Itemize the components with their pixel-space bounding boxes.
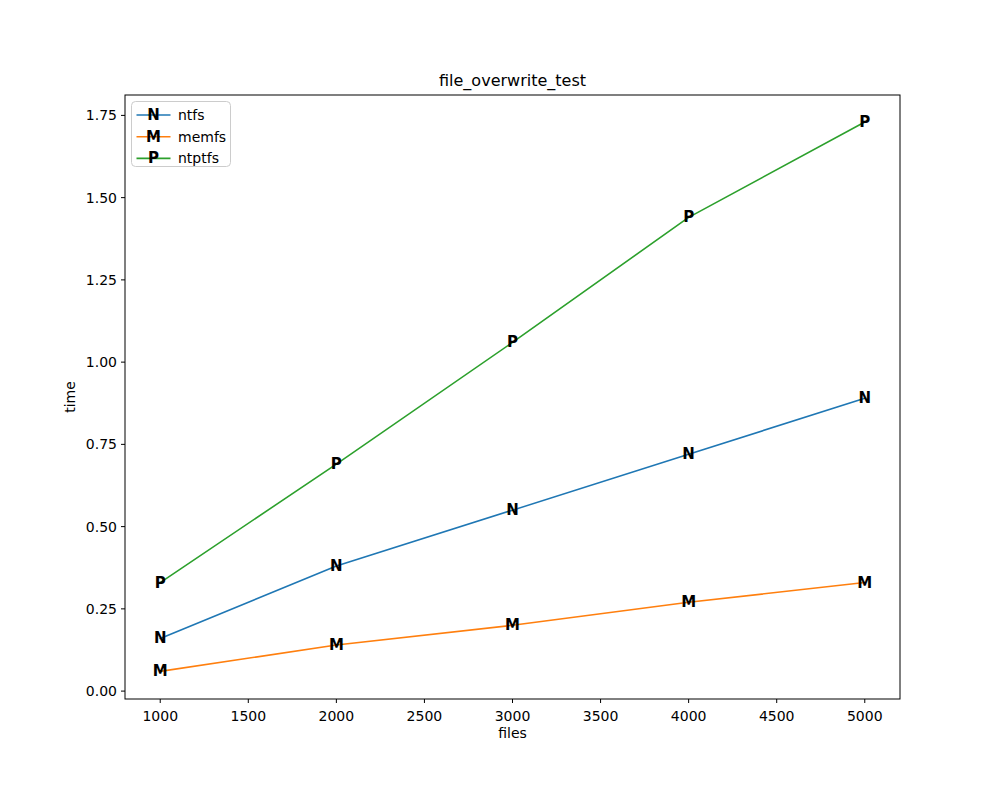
legend-item-memfs: Mmemfs xyxy=(137,128,227,146)
y-tick-label: 0.50 xyxy=(86,519,117,535)
y-axis-label: time xyxy=(62,381,78,413)
marker-ntptfs-1000: P xyxy=(155,574,166,592)
marker-ntptfs-2000: P xyxy=(331,455,342,473)
matplotlib-figure: file_overwrite_test 1000 1500 2000 2500 3000 3… xyxy=(0,0,1000,800)
legend-label-ntfs: ntfs xyxy=(178,107,205,123)
y-tick-label: 0.00 xyxy=(86,683,117,699)
x-tick-label: 1000 xyxy=(142,708,178,724)
marker-ntptfs-4000: P xyxy=(683,208,694,226)
legend-marker-memfs: M xyxy=(146,128,161,146)
chart-canvas: file_overwrite_test 1000 1500 2000 2500 3000 3… xyxy=(0,0,1000,800)
chart-title: file_overwrite_test xyxy=(439,71,586,91)
marker-memfs-5000: M xyxy=(857,574,872,592)
legend-marker-ntptfs: P xyxy=(148,149,159,167)
legend: Nntfs Mmemfs Pntptfs xyxy=(132,102,231,168)
marker-memfs-2000: M xyxy=(329,636,344,654)
y-tick-label: 0.25 xyxy=(86,601,117,617)
marker-ntfs-5000: N xyxy=(858,389,871,407)
marker-ntptfs-5000: P xyxy=(859,113,870,131)
y-tick-label: 1.25 xyxy=(86,272,117,288)
x-tick-label: 2000 xyxy=(319,708,355,724)
y-tick-label: 0.75 xyxy=(86,436,117,452)
x-axis-label: files xyxy=(498,725,527,741)
marker-ntfs-3000: N xyxy=(506,501,519,519)
legend-marker-ntfs: N xyxy=(147,106,160,124)
y-tick-label: 1.75 xyxy=(86,107,117,123)
x-tick-label: 3500 xyxy=(583,708,619,724)
y-tick-label: 1.50 xyxy=(86,190,117,206)
x-tick-label: 5000 xyxy=(847,708,883,724)
marker-ntfs-1000: N xyxy=(154,629,167,647)
legend-label-memfs: memfs xyxy=(178,129,226,145)
x-tick-label: 2500 xyxy=(407,708,443,724)
marker-ntptfs-3000: P xyxy=(507,333,518,351)
marker-ntfs-4000: N xyxy=(682,445,695,463)
legend-label-ntptfs: ntptfs xyxy=(178,150,219,166)
marker-memfs-1000: M xyxy=(153,662,168,680)
x-tick-label: 1500 xyxy=(230,708,266,724)
x-tick-label: 4000 xyxy=(671,708,707,724)
marker-ntfs-2000: N xyxy=(330,557,343,575)
y-tick-label: 1.00 xyxy=(86,354,117,370)
legend-item-ntptfs: Pntptfs xyxy=(137,149,219,167)
marker-memfs-4000: M xyxy=(681,593,696,611)
marker-memfs-3000: M xyxy=(505,616,520,634)
x-tick-label: 4500 xyxy=(759,708,795,724)
x-tick-label: 3000 xyxy=(495,708,531,724)
